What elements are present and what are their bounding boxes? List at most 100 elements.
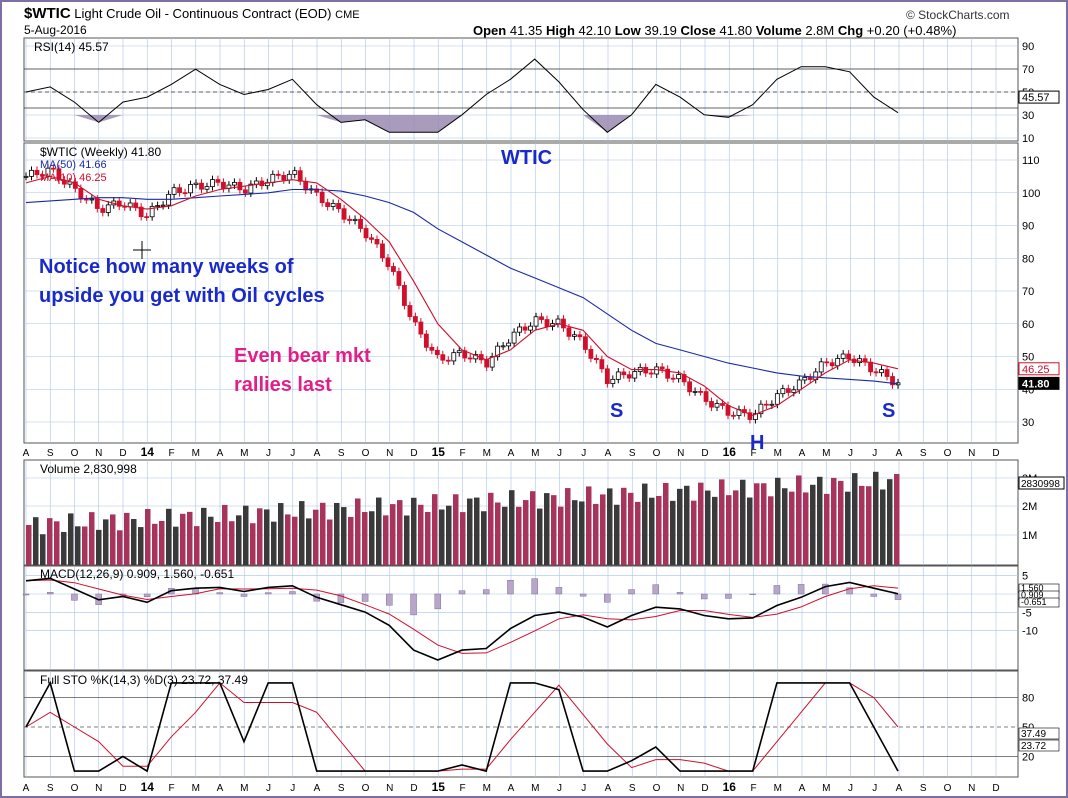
x-axis-label: N xyxy=(386,783,393,794)
x-axis-label: J xyxy=(848,448,853,459)
sto-tick: 80 xyxy=(1022,693,1034,705)
volume-bar xyxy=(887,479,893,565)
volume-bar xyxy=(565,488,571,565)
rsi-value-tag-box xyxy=(1018,90,1060,104)
volume-bar xyxy=(845,491,851,565)
volume-bar xyxy=(75,526,81,565)
x-axis-label: A xyxy=(799,448,806,459)
volume-bar xyxy=(579,501,585,565)
price-tick: 30 xyxy=(1022,417,1034,429)
x-axis-label: D xyxy=(119,448,126,459)
price-candle xyxy=(286,173,292,181)
price-candle xyxy=(297,170,303,182)
x-axis-label: S xyxy=(47,448,54,459)
volume-bar xyxy=(439,509,445,565)
volume-bar xyxy=(229,521,235,565)
price-candle xyxy=(275,173,281,176)
price-candle xyxy=(489,356,495,368)
volume-bar xyxy=(726,495,732,565)
low-label: Low xyxy=(614,23,641,38)
volume-bar xyxy=(705,490,711,565)
volume-bar xyxy=(299,501,305,565)
macd-histogram-bar xyxy=(337,593,345,604)
x-axis-label: 15 xyxy=(432,445,446,459)
volume-bar xyxy=(208,516,214,565)
volume-bar xyxy=(355,498,361,565)
price-candle xyxy=(412,316,418,323)
price-candle xyxy=(824,361,830,364)
price-candle xyxy=(336,203,342,210)
price-candle xyxy=(785,388,791,393)
price-candle xyxy=(45,167,51,177)
volume-bar xyxy=(761,483,767,565)
price-candle xyxy=(155,205,161,207)
volume-bar xyxy=(348,516,354,565)
volume-bar xyxy=(201,507,207,565)
x-axis-label: N xyxy=(968,448,975,459)
volume-tick: 1M xyxy=(1022,530,1037,542)
x-axis-label: F xyxy=(168,448,174,459)
volume-bar xyxy=(495,502,501,565)
macd-histogram-bar xyxy=(458,590,466,595)
x-axis-label: M xyxy=(531,783,539,794)
price-candle xyxy=(396,271,402,286)
high-label: High xyxy=(546,23,575,38)
x-axis-label: O xyxy=(944,448,952,459)
macd-histogram-bar xyxy=(531,578,538,595)
x-axis-label: J xyxy=(290,783,295,794)
price-candle xyxy=(29,169,34,177)
price-candle xyxy=(868,361,873,373)
sto-tag: 23.72 xyxy=(1021,741,1046,752)
macd-tag: 1.560 xyxy=(1021,583,1044,593)
close-value: 41.80 xyxy=(719,23,753,38)
panel-rsi xyxy=(23,37,1019,142)
price-candle xyxy=(358,218,363,229)
price-candle xyxy=(846,353,852,360)
price-candle xyxy=(676,374,682,380)
volume-bar xyxy=(250,523,256,565)
x-axis-label: A xyxy=(896,448,903,459)
volume-bar xyxy=(124,512,130,565)
x-axis-label: 14 xyxy=(141,780,155,794)
x-axis-label: D xyxy=(410,448,417,459)
price-candle xyxy=(873,371,879,374)
price-candle xyxy=(221,181,226,189)
volume-bar xyxy=(292,516,298,565)
volume-bar xyxy=(873,471,879,565)
price-candle xyxy=(160,204,166,207)
volume-bar xyxy=(719,479,725,565)
price-candle xyxy=(829,362,835,367)
x-axis-label: J xyxy=(557,783,562,794)
price-candle xyxy=(753,413,758,420)
price-candle xyxy=(643,366,649,374)
price-candle xyxy=(758,403,764,415)
volume-bar xyxy=(628,492,634,565)
close-tag-box xyxy=(1018,376,1060,390)
price-candle xyxy=(352,218,358,221)
x-axis-label: F xyxy=(459,783,465,794)
x-axis-label: M xyxy=(483,448,491,459)
x-axis-label: A xyxy=(605,783,612,794)
price-candle xyxy=(544,319,550,327)
x-axis-label: M xyxy=(192,783,200,794)
price-candle xyxy=(177,187,182,194)
price-candle xyxy=(511,331,517,344)
volume-bar xyxy=(278,503,284,565)
volume-bar xyxy=(649,497,655,565)
x-axis-label: D xyxy=(410,783,417,794)
volume-bar xyxy=(285,514,291,565)
volume-bar xyxy=(516,506,522,565)
x-axis-label: J xyxy=(266,448,271,459)
macd-line xyxy=(25,577,899,661)
price-candle xyxy=(796,379,802,391)
volume-bar xyxy=(824,493,830,565)
price-candle xyxy=(325,202,331,207)
macd-histogram-bar xyxy=(46,592,54,595)
macd-histogram-bar xyxy=(725,593,732,599)
price-candle xyxy=(363,228,369,239)
price-candle xyxy=(188,184,193,194)
volume-bar xyxy=(803,492,809,565)
price-candle xyxy=(40,174,45,177)
price-candle xyxy=(577,334,583,338)
price-candle xyxy=(270,173,276,184)
